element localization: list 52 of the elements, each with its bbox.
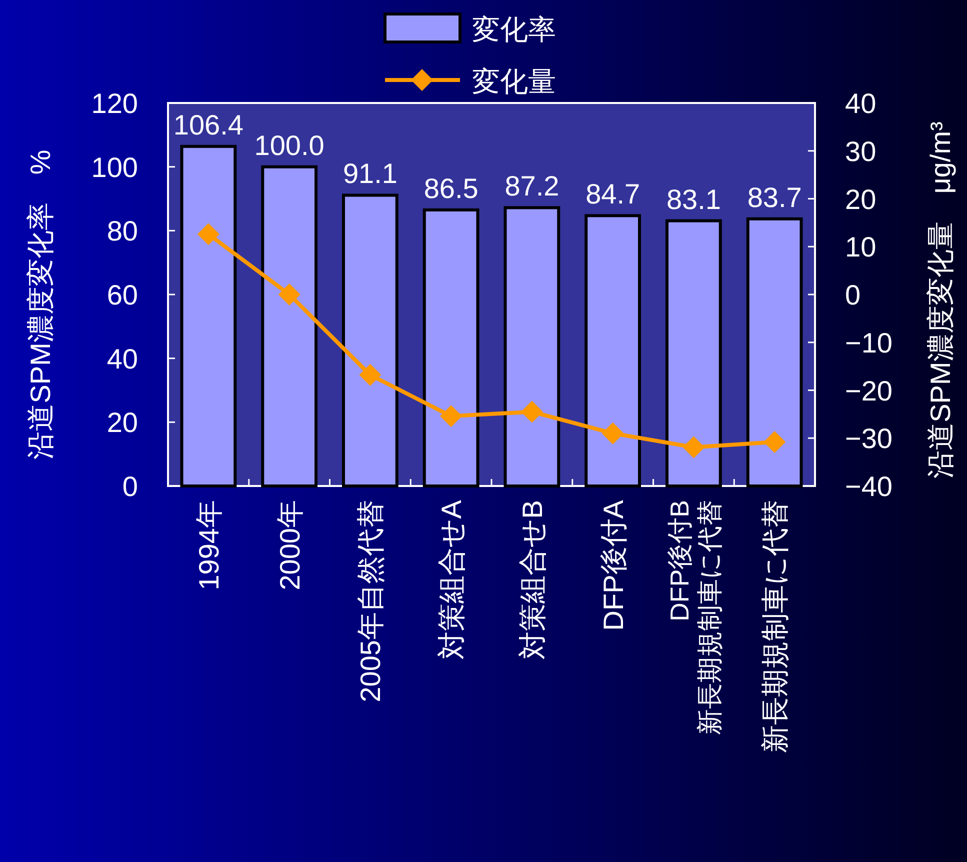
bar bbox=[504, 206, 560, 488]
y2-tick-label: 40 bbox=[845, 88, 876, 119]
y2-tick-label: −40 bbox=[845, 471, 892, 502]
y-tick-label: 20 bbox=[106, 407, 138, 438]
y-tick-label: 100 bbox=[91, 152, 138, 183]
point bbox=[359, 364, 382, 386]
x-tick-label: 2005年自然代替 bbox=[355, 500, 386, 702]
y-tick-label: 60 bbox=[106, 280, 138, 310]
data-label: 83.7 bbox=[747, 182, 802, 213]
y2-tick-label: −20 bbox=[845, 375, 892, 406]
point bbox=[764, 430, 786, 453]
x-tick-label: 対策組合せA bbox=[436, 500, 468, 660]
y2-tick-label: −10 bbox=[845, 327, 892, 358]
legend-label: 変化量 bbox=[472, 66, 556, 97]
bar bbox=[180, 144, 237, 488]
x-tick-label: 2000年 bbox=[274, 500, 306, 590]
y-tick-label: 40 bbox=[106, 343, 138, 374]
data-label: 84.7 bbox=[586, 178, 640, 210]
y-tick-label: 0 bbox=[122, 471, 138, 502]
point bbox=[520, 400, 543, 423]
y2-tick-label: 30 bbox=[845, 136, 876, 167]
y-axis-title: 沿道SPM濃度変化率 % bbox=[25, 150, 56, 460]
bar bbox=[584, 214, 641, 488]
point bbox=[197, 223, 220, 246]
bar bbox=[261, 165, 318, 488]
point bbox=[682, 436, 705, 458]
y2-tick-label: 10 bbox=[845, 232, 876, 263]
x-tick-label: 1994年 bbox=[193, 500, 224, 590]
bar bbox=[666, 219, 722, 488]
point bbox=[278, 284, 300, 306]
x-tick-label: 新長期規制車に代替 bbox=[760, 500, 791, 753]
x-tick-label: 対策組合せB bbox=[516, 500, 548, 660]
data-label: 106.4 bbox=[173, 109, 244, 140]
y2-axis-title: 沿道SPM濃度変化量 μg/m³ bbox=[925, 122, 956, 478]
data-label: 86.5 bbox=[424, 172, 478, 204]
bar bbox=[746, 217, 803, 488]
data-label: 91.1 bbox=[342, 158, 398, 190]
x-tick-label: DFP後付B 新長期規制車に代替 bbox=[664, 500, 725, 735]
y2-tick-label: 20 bbox=[845, 184, 876, 215]
bar bbox=[342, 194, 398, 488]
legend-label: 変化率 bbox=[472, 14, 556, 45]
data-label: 87.2 bbox=[504, 170, 560, 202]
point bbox=[440, 405, 462, 428]
y2-tick-label: 0 bbox=[845, 280, 861, 310]
point bbox=[602, 422, 624, 444]
x-tick-label: DFP後付A bbox=[598, 500, 629, 631]
data-label: 100.0 bbox=[254, 130, 324, 161]
y-tick-label: 120 bbox=[91, 88, 138, 119]
y-tick-label: 80 bbox=[106, 216, 138, 247]
y2-tick-label: −30 bbox=[845, 423, 892, 454]
bar bbox=[422, 208, 480, 488]
data-label: 83.1 bbox=[666, 184, 721, 215]
